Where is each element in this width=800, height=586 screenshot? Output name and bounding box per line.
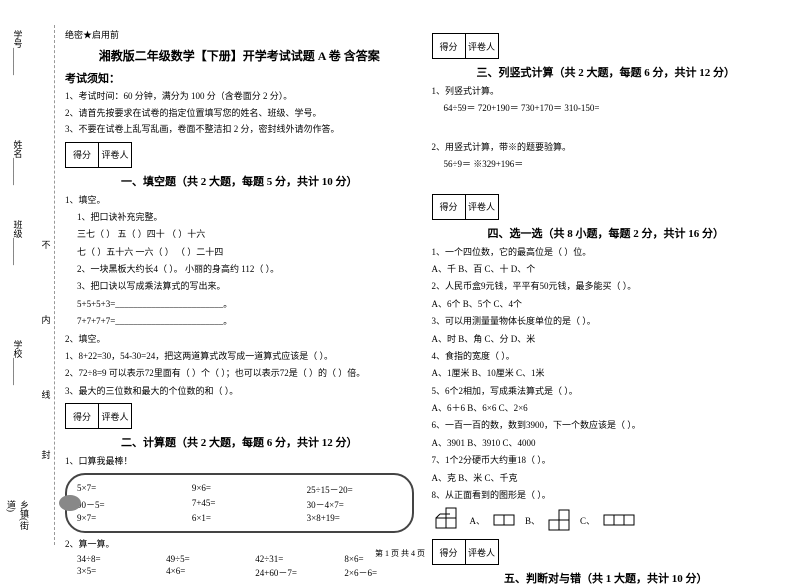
score-table-5: 得分 评卷人 [432, 539, 781, 565]
cloud-box: 5×7= 9×6= 25÷15－20= 90－5= 7+45= 30－4×7= 9×7=… [65, 473, 414, 533]
score-label-4: 得分 [432, 194, 466, 220]
eq-c3c: 3×8+19= [307, 513, 402, 523]
s2-q2: 2、算一算。 [65, 537, 414, 551]
s3-q1: 1、列竖式计算。 [432, 84, 781, 98]
s1-q1a: 1、把口诀补充完整。 [65, 210, 414, 224]
marker-label-5: 评卷人 [465, 539, 499, 565]
eq-d1c: 42÷31= [255, 554, 324, 564]
opt-c: C、 [580, 514, 595, 527]
notice-heading: 考试须知： [65, 70, 414, 86]
s1-q1c: 七（ ）五十六 一六（ ） （ ）二十四 [65, 245, 414, 259]
side-labels: 学号______ 姓名______ 不 班级______ 内 学校______ … [8, 20, 56, 540]
side-inside: 内 [36, 315, 56, 324]
eq-c2c: 30－4×7= [307, 498, 402, 511]
s1-q1b: 三七（ ） 五（ ）四十 （ ）十六 [65, 227, 414, 241]
notice-3: 3、不要在试卷上乱写乱画，卷面不整洁扣 2 分，密封线外请勿作答。 [65, 123, 414, 137]
shape-options: A、 B、 C、 [432, 506, 781, 534]
shape-a-icon [493, 514, 517, 526]
s2-q1: 1、口算我最棒！ [65, 454, 414, 468]
opt-b: B、 [525, 514, 540, 527]
s4-q5: 5、6个2相加，写成乘法算式是（ ）。 [432, 384, 781, 398]
side-no: 不 [36, 240, 56, 249]
eq-d2c: 24+60－7= [255, 566, 324, 579]
eq-c2a: 90－5= [77, 498, 172, 511]
s4-q7o: A、克 B、米 C、千克 [432, 471, 781, 485]
s4-q2: 2、人民币盒9元钱，平平有50元钱，最多能买（ ）。 [432, 279, 781, 293]
score-label-3: 得分 [432, 33, 466, 59]
section-3-title: 三、列竖式计算（共 2 大题，每题 6 分，共计 12 分） [432, 64, 781, 80]
s4-q3o: A、时 B、角 C、分 D、米 [432, 332, 781, 346]
s1-q2c: 3、最大的三位数和最大的个位数的和（ ）。 [65, 384, 414, 398]
secret-label: 绝密★启用前 [65, 28, 414, 41]
s4-q4o: A、1厘米 B、10厘米 C、1米 [432, 366, 781, 380]
score-table-2: 得分 评卷人 [65, 403, 414, 429]
page-footer: 第 1 页 共 4 页 [375, 548, 425, 559]
eq-c3a: 9×7= [77, 513, 172, 523]
s1-q2: 2、填空。 [65, 332, 414, 346]
s4-q4: 4、食指的宽度（ ）。 [432, 349, 781, 363]
eq-d2b: 4×6= [166, 566, 235, 579]
eq-d2a: 3×5= [77, 566, 146, 579]
marker-label: 评卷人 [98, 142, 132, 168]
s3-q2: 2、用竖式计算，带※的题要验算。 [432, 140, 781, 154]
notice-1: 1、考试时间：60 分钟，满分为 100 分（含卷面分 2 分）。 [65, 90, 414, 104]
side-line: 线 [36, 390, 56, 399]
s3-q2a: 56÷9＝ ※329+196＝ [432, 157, 781, 171]
s1-q2a: 1、8+22=30，54-30=24，把这两道算式改写成一道算式应该是（ ）。 [65, 349, 414, 363]
s1-q1: 1、填空。 [65, 193, 414, 207]
s4-q3: 3、可以用测量量物体长度单位的是（ ）。 [432, 314, 781, 328]
side-school: 学校______ [8, 340, 28, 385]
section-1-title: 一、填空题（共 2 大题，每题 5 分，共计 10 分） [65, 173, 414, 189]
notice-2: 2、请首先按要求在试卷的指定位置填写您的姓名、班级、学号。 [65, 107, 414, 121]
shape-b-icon [548, 509, 572, 531]
s1-q1e: 3、把口诀以写成乘法算式的写出来。 [65, 279, 414, 293]
marker-label-3: 评卷人 [465, 33, 499, 59]
s4-q7: 7、1个2分硬币大约重18（ ）。 [432, 453, 781, 467]
score-table-4: 得分 评卷人 [432, 194, 781, 220]
eq-c1b: 9×6= [192, 483, 287, 496]
section-2-title: 二、计算题（共 2 大题，每题 6 分，共计 12 分） [65, 434, 414, 450]
s4-q8: 8、从正面看到的图形是（ ）。 [432, 488, 781, 502]
eq-c2b: 7+45= [192, 498, 287, 511]
eq-c1c: 25÷15－20= [307, 483, 402, 496]
section-4-title: 四、选一选（共 8 小题，每题 2 分，共计 16 分） [432, 225, 781, 241]
side-township: 乡镇(街道) [8, 500, 28, 540]
exam-title: 湘教版二年级数学【下册】开学考试试题 A 卷 含答案 [65, 47, 414, 64]
s1-q2b: 2、72÷8=9 可以表示72里面有（ ）个（ ）；也可以表示72是（ ）的（ … [65, 366, 414, 380]
marker-label-2: 评卷人 [98, 403, 132, 429]
opt-a: A、 [470, 514, 486, 527]
side-class: 班级______ [8, 220, 28, 265]
marker-label-4: 评卷人 [465, 194, 499, 220]
s4-q6o: A、3901 B、3910 C、4000 [432, 436, 781, 450]
s1-q1f: 5+5+5+3=________________________。 [65, 297, 414, 311]
side-seal: 封 [36, 450, 56, 459]
section-5-title: 五、判断对与错（共 1 大题，共计 10 分） [432, 570, 781, 586]
s4-q2o: A、6个 B、5个 C、4个 [432, 297, 781, 311]
s4-q6: 6、一百一百的数，数到3900，下一个数应该是（ ）。 [432, 418, 781, 432]
s4-q1o: A、千 B、百 C、十 D、个 [432, 262, 781, 276]
eq-d1a: 34÷8= [77, 554, 146, 564]
score-table-3: 得分 评卷人 [432, 33, 781, 59]
eq-c1a: 5×7= [77, 483, 172, 496]
s1-q1g: 7+7+7+7=________________________。 [65, 314, 414, 328]
shape-c-icon [603, 514, 637, 526]
side-name: 姓名______ [8, 140, 28, 185]
s4-q5o: A、6＋6 B、6×6 C、2×6 [432, 401, 781, 415]
s1-q1d: 2、一块黑板大约长4（ ）。 小丽的身高约 112（ ）。 [65, 262, 414, 276]
eq-c3b: 6×1= [192, 513, 287, 523]
cube-icon [432, 506, 462, 534]
score-table-1: 得分 评卷人 [65, 142, 414, 168]
score-label-2: 得分 [65, 403, 99, 429]
s3-q1a: 64÷59＝ 720+190＝ 730+170＝ 310-150= [432, 101, 781, 115]
score-label: 得分 [65, 142, 99, 168]
eq-d2d: 2×6－6= [344, 566, 413, 579]
score-label-5: 得分 [432, 539, 466, 565]
eq-d1b: 49÷5= [166, 554, 235, 564]
s4-q1: 1、一个四位数，它的最高位是（ ）位。 [432, 245, 781, 259]
side-number: 学号______ [8, 30, 28, 75]
